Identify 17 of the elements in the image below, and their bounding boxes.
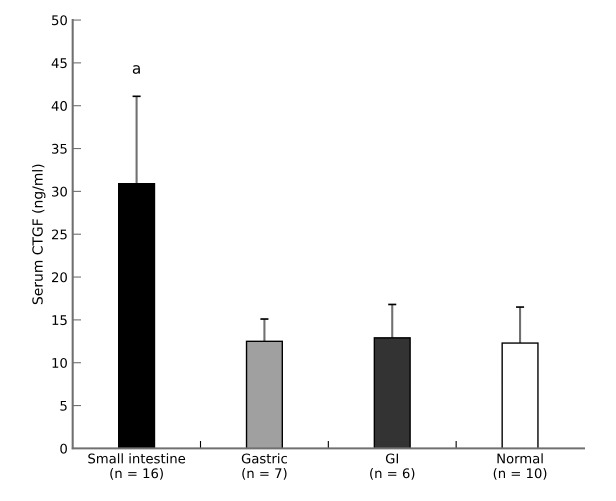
- y-tick-label: 0: [60, 444, 67, 454]
- y-tick-label: 10: [52, 358, 67, 368]
- y-tick-label: 35: [52, 144, 67, 154]
- y-tick-label: 45: [52, 58, 67, 68]
- x-tick-label: Normal (n = 10): [494, 453, 546, 480]
- y-tick-label: 50: [52, 15, 67, 26]
- y-tick-label: 25: [52, 229, 67, 240]
- y-tick-label: 40: [52, 100, 67, 111]
- y-tick-label: 30: [52, 186, 67, 197]
- y-tick-label: 5: [60, 400, 67, 411]
- y-tick-label: 15: [52, 315, 67, 326]
- x-tick-label: Small intestine (n = 16): [88, 453, 186, 480]
- x-tick-label: GI (n = 6): [370, 453, 414, 480]
- y-axis-title: Serum CTGF (ng/ml): [32, 164, 46, 304]
- y-tick-label: 20: [52, 272, 67, 282]
- x-tick-label: Gastric (n = 7): [242, 453, 287, 480]
- annotation: a: [132, 65, 140, 74]
